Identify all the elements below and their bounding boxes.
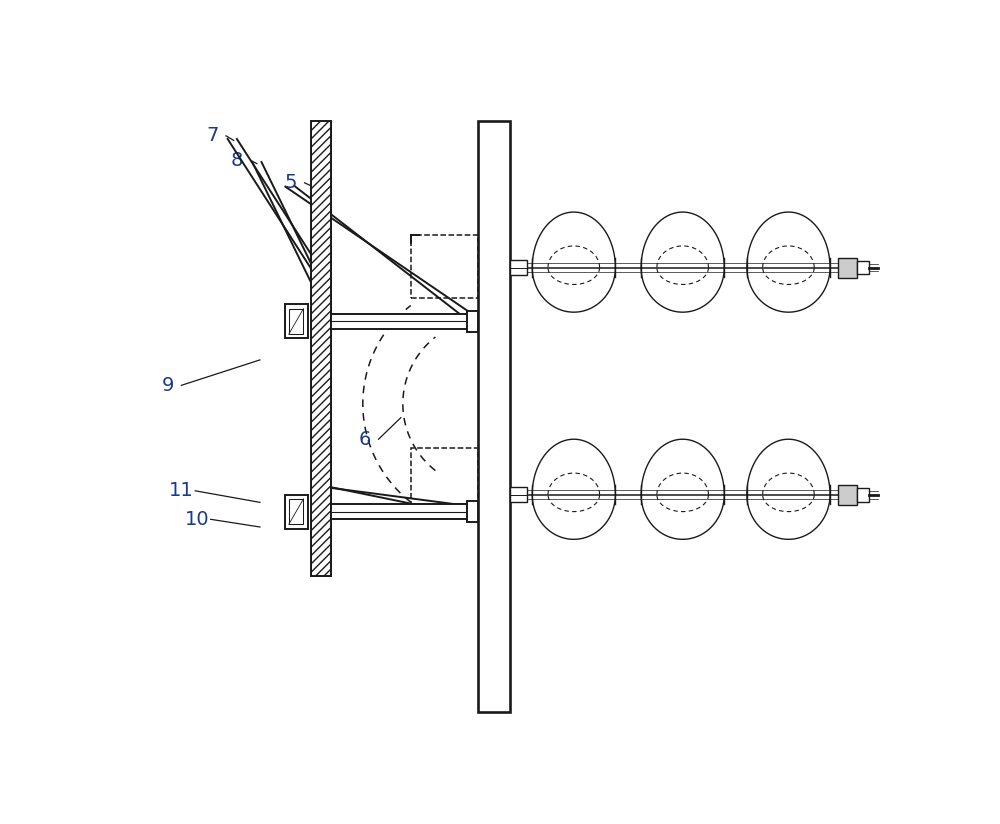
Bar bbox=[285, 494, 308, 528]
Bar bbox=[838, 485, 857, 504]
Bar bbox=[289, 499, 303, 524]
Bar bbox=[289, 309, 303, 334]
Bar bbox=[311, 121, 331, 575]
Bar bbox=[467, 501, 478, 522]
Bar bbox=[411, 448, 478, 512]
Text: 11: 11 bbox=[169, 481, 194, 500]
Text: 9: 9 bbox=[161, 376, 174, 395]
Text: 5: 5 bbox=[284, 173, 297, 192]
Text: 7: 7 bbox=[206, 126, 218, 145]
Bar bbox=[510, 487, 527, 503]
Bar bbox=[331, 314, 478, 329]
Text: 8: 8 bbox=[231, 151, 243, 170]
Text: 6: 6 bbox=[358, 430, 371, 449]
Bar bbox=[510, 260, 527, 275]
Bar bbox=[478, 121, 510, 712]
Bar bbox=[857, 488, 869, 502]
Bar bbox=[311, 121, 331, 575]
Text: 10: 10 bbox=[184, 510, 209, 529]
Bar bbox=[411, 235, 478, 298]
Bar bbox=[331, 504, 478, 519]
Bar bbox=[857, 260, 869, 274]
Bar bbox=[838, 258, 857, 278]
Bar bbox=[285, 305, 308, 339]
Bar bbox=[467, 311, 478, 332]
